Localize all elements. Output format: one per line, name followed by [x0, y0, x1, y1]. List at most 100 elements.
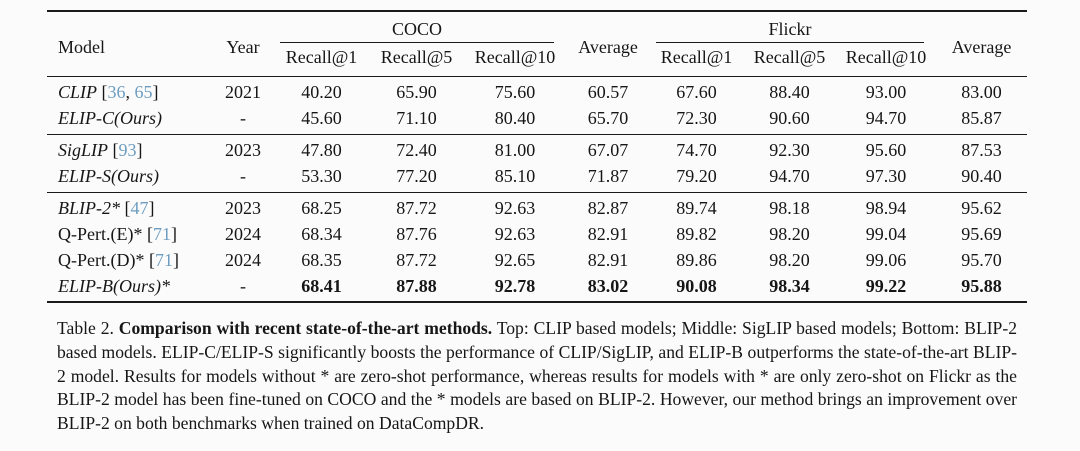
- value-cell: 93.00: [865, 82, 907, 103]
- value-cell: 82.91: [587, 223, 629, 244]
- citation-link[interactable]: 71: [152, 223, 171, 244]
- value-cell: 47.80: [301, 140, 342, 161]
- model-name: Q-Pert.(E)*: [58, 223, 143, 244]
- value-cell: 99.04: [865, 223, 907, 244]
- value-cell: 95.62: [961, 197, 1002, 218]
- table-row: ELIP-C(Ours) - 45.60 71.10 80.40 65.70 72.30 90…: [47, 106, 1027, 135]
- value-cell: 92.63: [494, 197, 536, 218]
- value-cell: 77.20: [396, 166, 437, 187]
- value-cell: 99.22: [865, 275, 907, 296]
- value-cell: 89.86: [676, 249, 717, 270]
- col-header-year: Year: [226, 36, 260, 57]
- flickr-group-underline: Flickr: [656, 19, 925, 44]
- citation-link[interactable]: 65: [134, 82, 153, 103]
- table-row: SigLIP [93] 2023 47.80 72.40 81.00 67.07 74.70…: [47, 135, 1027, 164]
- model-cell: BLIP-2* [47]: [58, 197, 155, 218]
- value-cell: 75.60: [494, 82, 536, 103]
- year-cell: -: [240, 108, 246, 129]
- table-row: ELIP-B(Ours)* - 68.41 87.88 92.78 83.02 90.08 9…: [47, 273, 1027, 302]
- coco-group-label: COCO: [391, 19, 442, 39]
- col-header-flickr-recall10: Recall@10: [845, 47, 927, 68]
- year-cell: 2021: [225, 82, 261, 103]
- value-cell: 60.57: [587, 82, 629, 103]
- col-header-average-flickr: Average: [951, 36, 1012, 57]
- value-cell: 67.07: [587, 140, 629, 161]
- value-cell: 92.65: [494, 249, 536, 270]
- col-header-coco-recall5: Recall@5: [380, 47, 453, 68]
- value-cell: 67.60: [676, 82, 717, 103]
- value-cell: 85.87: [961, 108, 1002, 129]
- model-name: SigLIP: [58, 140, 109, 161]
- value-cell: 72.30: [676, 108, 717, 129]
- model-cell: ELIP-C(Ours): [47, 106, 212, 135]
- value-cell: 82.87: [587, 197, 629, 218]
- value-cell: 68.41: [301, 275, 342, 296]
- model-cell: ELIP-S(Ours): [47, 164, 212, 193]
- value-cell: 79.20: [676, 166, 717, 187]
- table-group-blip2-based: BLIP-2* [47] 2023 68.25 87.72 92.63 82.87 89.7…: [47, 192, 1028, 302]
- value-cell: 98.18: [769, 197, 810, 218]
- value-cell: 85.10: [494, 166, 536, 187]
- value-cell: 89.82: [676, 223, 717, 244]
- value-cell: 40.20: [301, 82, 342, 103]
- value-cell: 80.40: [494, 108, 536, 129]
- value-cell: 97.30: [865, 166, 907, 187]
- model-cell: Q-Pert.(D)* [71]: [58, 249, 179, 270]
- table-row: CLIP [36, 65] 2021 40.20 65.90 75.60 60.57 67.…: [47, 77, 1027, 106]
- value-cell: 95.70: [961, 249, 1002, 270]
- value-cell: 95.60: [865, 140, 907, 161]
- model-name: Q-Pert.(D)*: [58, 249, 145, 270]
- value-cell: 98.34: [769, 275, 810, 296]
- value-cell: 53.30: [301, 166, 342, 187]
- value-cell: 72.40: [396, 140, 437, 161]
- coco-group-underline: COCO: [280, 19, 554, 44]
- value-cell: 68.35: [301, 249, 342, 270]
- col-header-coco-recall10: Recall@10: [474, 47, 556, 68]
- model-name: BLIP-2*: [58, 197, 120, 218]
- value-cell: 88.40: [769, 82, 810, 103]
- value-cell: 87.72: [396, 249, 437, 270]
- citation-link[interactable]: 36: [107, 82, 126, 103]
- citation-link[interactable]: 93: [118, 140, 137, 161]
- model-name: ELIP-C(Ours): [58, 108, 162, 129]
- citation-link[interactable]: 71: [154, 249, 173, 270]
- value-cell: 87.76: [396, 223, 437, 244]
- table-header: Model Year COCO Average Flickr Average R…: [47, 11, 1028, 77]
- value-cell: 87.72: [396, 197, 437, 218]
- year-cell: 2024: [225, 249, 261, 270]
- col-header-flickr-recall5: Recall@5: [753, 47, 826, 68]
- table-row: BLIP-2* [47] 2023 68.25 87.72 92.63 82.87 89.7…: [47, 192, 1027, 221]
- model-cell: SigLIP [93]: [58, 140, 143, 161]
- value-cell: 83.00: [961, 82, 1002, 103]
- value-cell: 45.60: [301, 108, 342, 129]
- value-cell: 98.94: [865, 197, 907, 218]
- value-cell: 82.91: [587, 249, 629, 270]
- year-cell: 2023: [225, 197, 261, 218]
- value-cell: 99.06: [865, 249, 907, 270]
- citation-link[interactable]: 47: [130, 197, 149, 218]
- flickr-group-label: Flickr: [768, 19, 812, 39]
- value-cell: 68.34: [301, 223, 342, 244]
- table-group-clip-based: CLIP [36, 65] 2021 40.20 65.90 75.60 60.57 67.…: [47, 76, 1028, 135]
- table-caption: Table 2. Comparison with recent state-of…: [57, 317, 1017, 435]
- value-cell: 87.88: [396, 275, 437, 296]
- caption-body: Top: CLIP based models; Middle: SigLIP b…: [57, 318, 1017, 433]
- col-group-flickr: Flickr: [650, 11, 936, 44]
- value-cell: 65.70: [587, 108, 629, 129]
- results-table: Model Year COCO Average Flickr Average R…: [47, 10, 1028, 304]
- model-cell: ELIP-B(Ours)*: [47, 273, 212, 302]
- col-header-flickr-recall1: Recall@1: [660, 47, 733, 68]
- year-cell: 2024: [225, 223, 261, 244]
- value-cell: 92.30: [769, 140, 810, 161]
- col-group-coco: COCO: [274, 11, 566, 44]
- value-cell: 74.70: [676, 140, 717, 161]
- col-header-model: Model: [58, 36, 105, 57]
- model-cell: Q-Pert.(E)* [71]: [58, 223, 177, 244]
- value-cell: 92.78: [494, 275, 536, 296]
- value-cell: 90.60: [769, 108, 810, 129]
- value-cell: 87.53: [961, 140, 1002, 161]
- value-cell: 81.00: [494, 140, 536, 161]
- model-name: ELIP-S(Ours): [58, 166, 159, 187]
- value-cell: 89.74: [676, 197, 717, 218]
- value-cell: 98.20: [769, 249, 810, 270]
